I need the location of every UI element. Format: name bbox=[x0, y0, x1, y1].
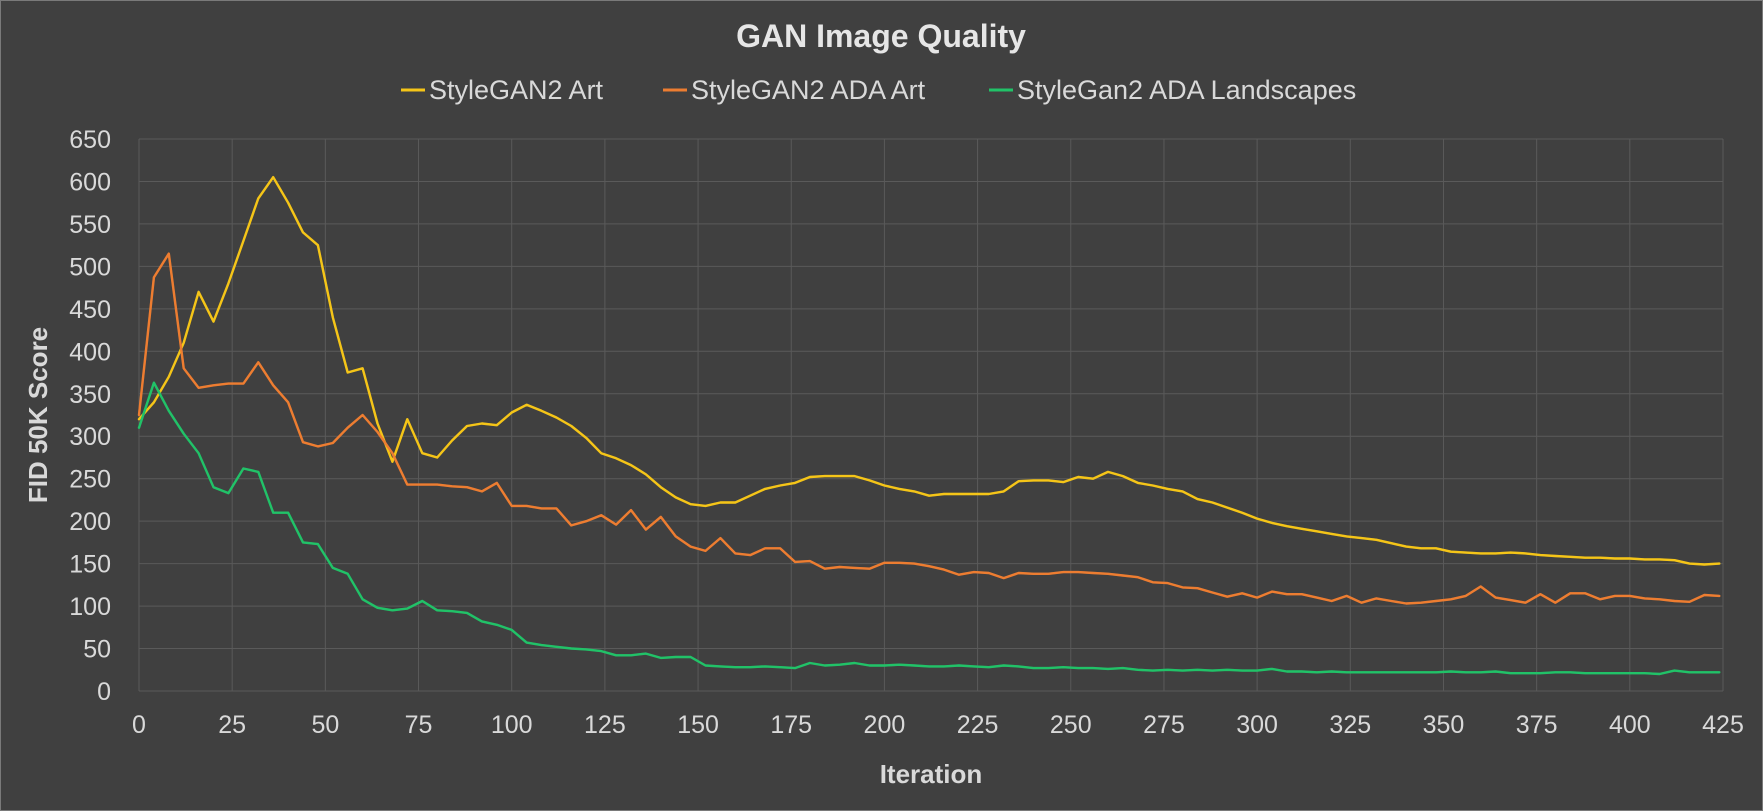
x-tick-label: 350 bbox=[1423, 711, 1465, 739]
series-line-glow bbox=[137, 381, 1721, 676]
x-tick-label: 75 bbox=[405, 711, 433, 739]
series-line bbox=[137, 252, 1721, 605]
legend: StyleGAN2 Art StyleGAN2 ADA Art StyleGan2 … bbox=[401, 75, 1356, 105]
y-axis-title: FID 50K Score bbox=[23, 327, 53, 503]
y-tick-label: 650 bbox=[69, 126, 111, 154]
chart-title: GAN Image Quality bbox=[736, 18, 1026, 54]
x-tick-label: 175 bbox=[770, 711, 812, 739]
series-line bbox=[137, 175, 1721, 566]
x-axis-title: Iteration bbox=[880, 759, 983, 789]
y-tick-label: 50 bbox=[83, 636, 111, 664]
y-tick-label: 400 bbox=[69, 338, 111, 366]
x-tick-label: 225 bbox=[957, 711, 999, 739]
y-tick-label: 0 bbox=[97, 678, 111, 706]
series-line bbox=[137, 381, 1721, 676]
x-tick-label: 100 bbox=[491, 711, 533, 739]
y-tick-label: 500 bbox=[69, 253, 111, 281]
series-lines bbox=[137, 175, 1721, 676]
x-tick-label: 50 bbox=[311, 711, 339, 739]
legend-label: StyleGAN2 ADA Art bbox=[691, 75, 926, 105]
legend-label: StyleGAN2 Art bbox=[429, 75, 604, 105]
x-tick-label: 325 bbox=[1329, 711, 1371, 739]
x-axis-ticks: 0 25 50 75 100 125 150 175 200 225 250 275 300 325 350… bbox=[132, 711, 1744, 739]
x-tick-label: 300 bbox=[1236, 711, 1278, 739]
x-tick-label: 375 bbox=[1516, 711, 1558, 739]
legend-item: StyleGAN2 ADA Art bbox=[663, 75, 926, 105]
y-tick-label: 100 bbox=[69, 593, 111, 621]
y-tick-label: 200 bbox=[69, 508, 111, 536]
y-axis-ticks: 0 50 100 150 200 250 300 350 400 450 500 550 600 650 bbox=[69, 126, 111, 706]
y-tick-label: 350 bbox=[69, 381, 111, 409]
y-tick-label: 150 bbox=[69, 551, 111, 579]
x-tick-label: 275 bbox=[1143, 711, 1185, 739]
y-tick-label: 550 bbox=[69, 211, 111, 239]
x-tick-label: 200 bbox=[864, 711, 906, 739]
x-tick-label: 25 bbox=[218, 711, 246, 739]
x-tick-label: 400 bbox=[1609, 711, 1651, 739]
y-tick-label: 600 bbox=[69, 168, 111, 196]
legend-item: StyleGAN2 Art bbox=[401, 75, 604, 105]
x-tick-label: 150 bbox=[677, 711, 719, 739]
x-tick-label: 0 bbox=[132, 711, 146, 739]
gridlines bbox=[138, 138, 1724, 692]
x-tick-label: 250 bbox=[1050, 711, 1092, 739]
y-tick-label: 450 bbox=[69, 296, 111, 324]
y-tick-label: 250 bbox=[69, 466, 111, 494]
y-tick-label: 300 bbox=[69, 423, 111, 451]
series-line-glow bbox=[137, 175, 1721, 566]
x-tick-label: 125 bbox=[584, 711, 626, 739]
x-tick-label: 425 bbox=[1702, 711, 1744, 739]
legend-item: StyleGan2 ADA Landscapes bbox=[989, 75, 1356, 105]
legend-label: StyleGan2 ADA Landscapes bbox=[1017, 75, 1356, 105]
